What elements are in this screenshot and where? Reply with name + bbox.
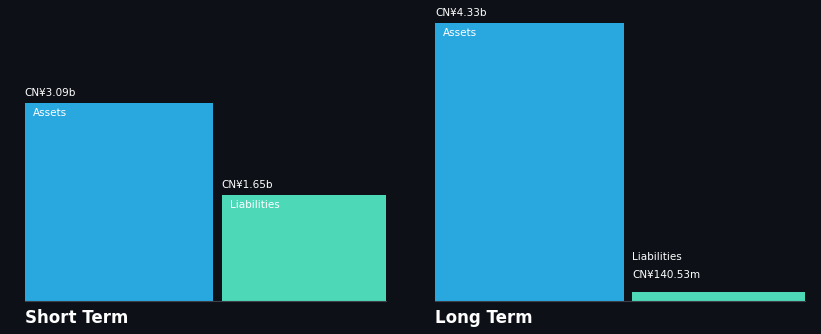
Text: CN¥140.53m: CN¥140.53m [632,270,700,280]
Text: Liabilities: Liabilities [632,252,682,262]
Text: Long Term: Long Term [435,309,533,327]
Bar [632,292,805,301]
Text: CN¥1.65b: CN¥1.65b [222,180,273,190]
Text: CN¥4.33b: CN¥4.33b [435,8,487,18]
Bar [25,103,213,301]
Text: Liabilities: Liabilities [230,200,280,210]
Bar [222,195,386,301]
Text: CN¥3.09b: CN¥3.09b [25,88,76,98]
Text: Assets: Assets [443,28,478,38]
Text: Assets: Assets [33,108,67,118]
Text: Short Term: Short Term [25,309,128,327]
Bar [435,23,624,301]
